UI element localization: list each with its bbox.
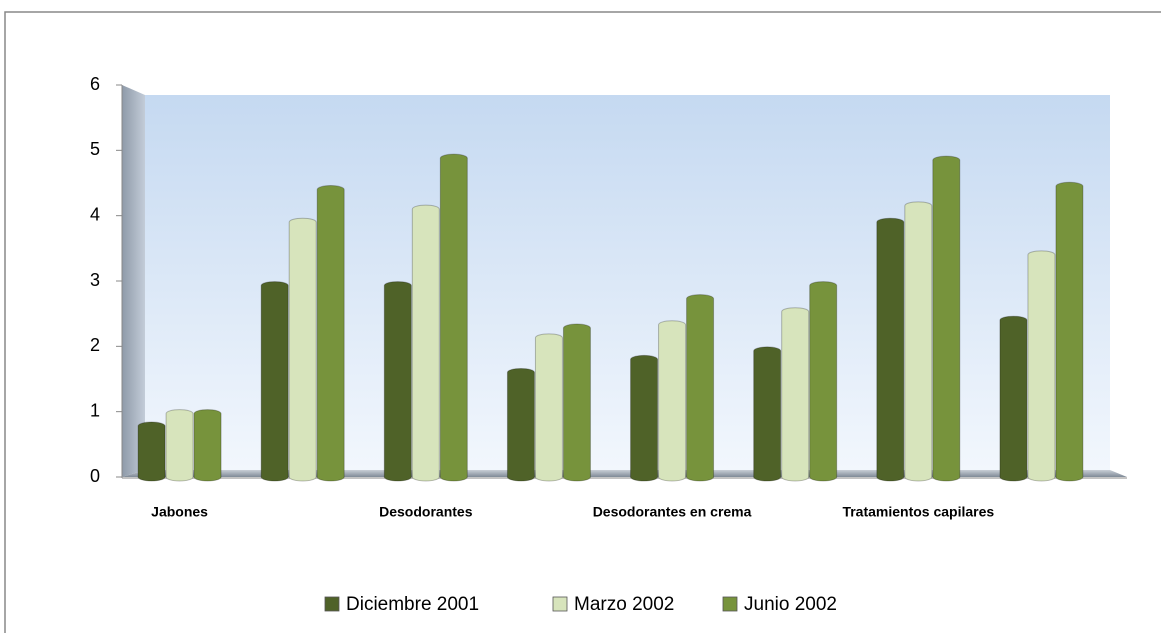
bar	[781, 307, 810, 482]
legend-swatch	[552, 596, 568, 612]
bar	[193, 409, 222, 482]
bar	[562, 323, 591, 482]
x-tick-label: Desodorantes en crema	[593, 504, 752, 520]
bar	[876, 217, 905, 482]
bar	[904, 201, 933, 482]
bar	[932, 155, 961, 482]
x-tick-label: Tratamientos capilares	[842, 504, 994, 520]
bar	[534, 333, 563, 482]
bar	[809, 281, 838, 482]
bar	[658, 320, 687, 482]
x-tick-label: Jabones	[151, 504, 208, 520]
x-tick-label: Desodorantes	[379, 504, 473, 520]
y-tick-label: 0	[90, 466, 100, 486]
bar	[137, 421, 166, 482]
legend-label: Diciembre 2001	[346, 594, 479, 615]
legend-swatch	[722, 596, 738, 612]
bar	[411, 204, 440, 482]
bar	[316, 185, 345, 482]
bar	[1055, 181, 1084, 482]
bar	[753, 346, 782, 482]
legend-label: Junio 2002	[744, 594, 837, 615]
side-wall	[122, 85, 145, 477]
bar	[260, 281, 289, 482]
floor	[122, 470, 1127, 477]
y-tick-label: 6	[90, 74, 100, 94]
legend-swatch	[324, 596, 340, 612]
bar	[165, 409, 194, 482]
bar	[439, 153, 468, 482]
bar	[506, 367, 535, 482]
bar	[686, 294, 715, 482]
y-tick-label: 5	[90, 139, 100, 159]
bar	[999, 315, 1028, 482]
bar	[288, 217, 317, 482]
y-tick-label: 2	[90, 335, 100, 355]
legend-label: Marzo 2002	[574, 594, 674, 615]
y-tick-label: 4	[90, 204, 100, 224]
bar	[630, 354, 659, 482]
y-tick-label: 3	[90, 270, 100, 290]
y-tick-label: 1	[90, 400, 100, 420]
bar	[383, 281, 412, 482]
bar	[1027, 250, 1056, 482]
